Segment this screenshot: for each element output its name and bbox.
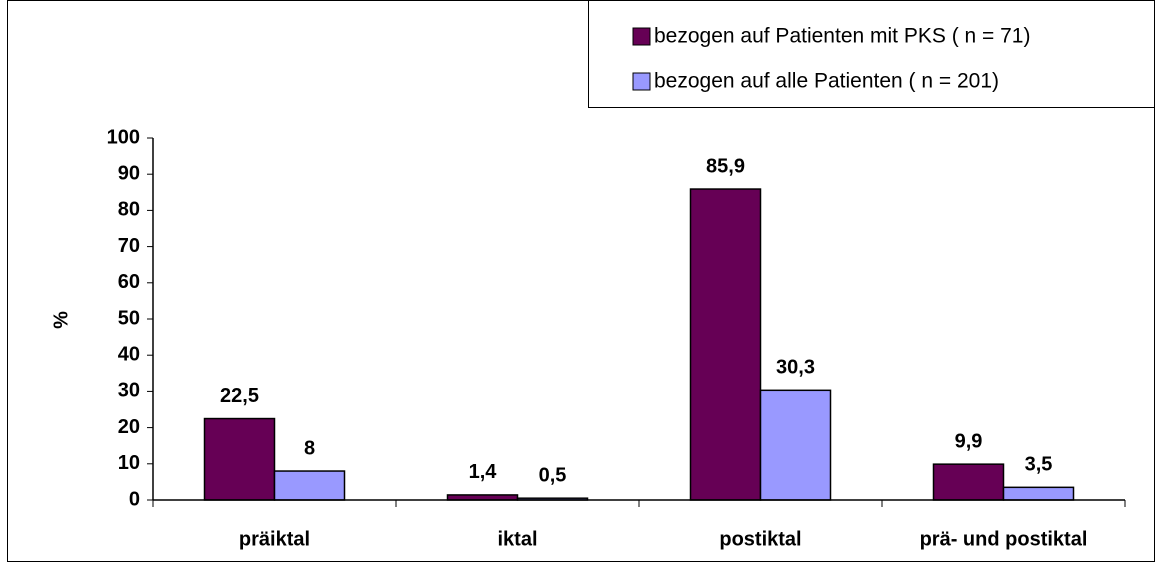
y-tick-label: 70 (118, 235, 140, 257)
bar (932, 463, 1005, 501)
data-label: 22,5 (220, 385, 259, 407)
x-tick-label: präiktal (239, 528, 310, 550)
x-tick-label: prä- und postiktal (920, 528, 1088, 550)
x-tick-label: postiktal (719, 528, 801, 550)
chart-border (7, 0, 1155, 562)
legend-swatch (632, 72, 651, 91)
y-tick-label: 10 (118, 452, 140, 474)
data-label: 0,5 (539, 464, 567, 486)
data-label: 9,9 (955, 430, 983, 452)
data-label: 1,4 (469, 461, 498, 483)
legend-swatch (632, 27, 651, 46)
y-tick-label: 0 (129, 488, 140, 510)
y-tick-label: 20 (118, 416, 140, 438)
bar (1002, 486, 1075, 501)
data-label: 3,5 (1025, 454, 1053, 476)
legend-label: bezogen auf Patienten mit PKS ( n = 71) (654, 25, 1030, 48)
y-tick-label: 100 (107, 126, 140, 148)
data-label: 85,9 (706, 155, 745, 177)
data-label: 8 (304, 437, 315, 459)
y-axis-label: % (50, 311, 72, 329)
y-tick-label: 60 (118, 271, 140, 293)
y-tick-label: 80 (118, 199, 140, 221)
bar (203, 417, 276, 501)
y-tick-label: 50 (118, 307, 140, 329)
y-tick-label: 40 (118, 343, 140, 365)
y-tick-label: 30 (118, 380, 140, 402)
legend-box (588, 0, 1155, 108)
bar (689, 188, 762, 501)
bar (446, 494, 519, 501)
y-tick-label: 90 (118, 162, 140, 184)
data-label: 30,3 (776, 357, 815, 379)
bar (273, 470, 346, 501)
bar (759, 389, 832, 501)
legend-label: bezogen auf alle Patienten ( n = 201) (654, 70, 999, 93)
x-tick-label: iktal (497, 528, 537, 550)
